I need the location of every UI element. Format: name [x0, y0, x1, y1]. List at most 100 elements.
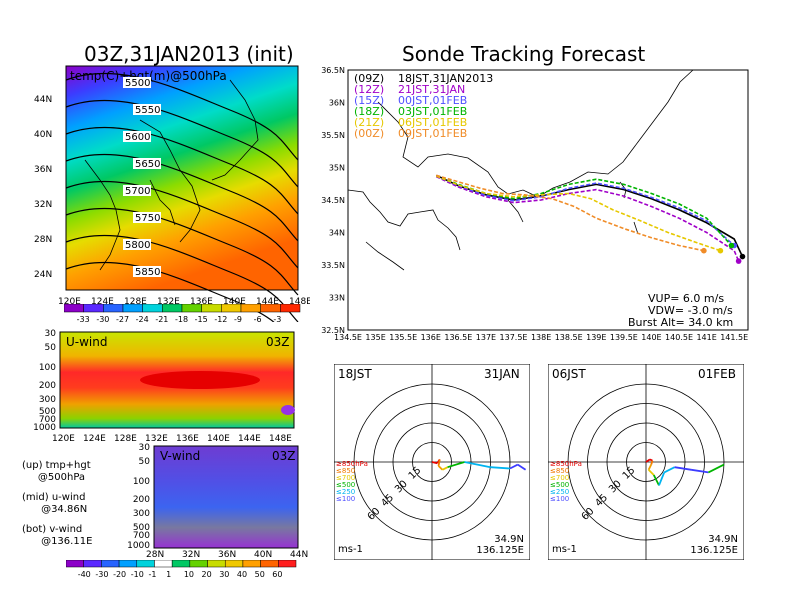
- hodo-segment: [464, 461, 491, 469]
- lon-tick: 136.5E: [444, 333, 472, 342]
- contour-label: 5650: [135, 159, 160, 170]
- hodo-level: ≤850: [550, 467, 569, 475]
- hodo-segment: [649, 458, 653, 462]
- legend-text: 21JST,31JAN: [398, 83, 465, 96]
- lon-tick: 148E: [269, 434, 292, 444]
- track-line: [436, 174, 705, 252]
- contour-line: [65, 99, 299, 188]
- colorbar-swatch: [154, 560, 173, 568]
- colorbar-label: 1: [166, 570, 171, 579]
- colorbar-swatch: [171, 560, 191, 568]
- hodo-segment: [437, 459, 441, 467]
- colorbar-swatch: [142, 304, 163, 313]
- lat-tick: 24N: [34, 270, 52, 280]
- colorbar-swatch: [136, 560, 155, 568]
- param-burst: Burst Alt= 34.0 km: [628, 316, 733, 329]
- colorbar-swatch: [260, 560, 279, 568]
- pressure-tick: 500: [39, 407, 56, 417]
- track-line: [435, 174, 744, 257]
- legend-tag: (09Z): [354, 72, 384, 85]
- lat-tick: 33N: [329, 294, 345, 303]
- lat-tick: 40N: [34, 130, 52, 140]
- temp-colorbar: -33 -30 -27 -24 -21 -18 -15 -12 -9 -6 -3: [64, 304, 301, 324]
- hodo-segment: [517, 463, 527, 471]
- colorbar-label: -24: [136, 315, 149, 324]
- hodo-segment: [663, 466, 676, 474]
- lon-tick: 136E: [176, 434, 199, 444]
- lon-tick: 134.5E: [334, 333, 362, 342]
- lat-tick: 36N: [218, 550, 236, 560]
- lon-tick: 135.5E: [389, 333, 417, 342]
- hodo-time: 18JST: [338, 367, 372, 381]
- lon-tick: 141.5E: [720, 333, 748, 342]
- colorbar-swatch: [162, 304, 183, 313]
- contour-label-bg: [123, 239, 151, 250]
- colorbar-swatch: [103, 304, 124, 313]
- colorbar-swatch: [280, 304, 301, 313]
- contour-line: [65, 72, 299, 161]
- hodo-segment: [658, 472, 666, 486]
- colorbar-swatch: [242, 560, 261, 568]
- colorbar-label: -9: [234, 315, 242, 324]
- colorbar-label: 60: [272, 570, 282, 579]
- colorbar-label: -27: [116, 315, 129, 324]
- lat-tick: 28N: [146, 550, 164, 560]
- contour-label: 5750: [135, 213, 160, 224]
- colorbar-label: -40: [78, 570, 91, 579]
- pressure-tick: 50: [139, 457, 151, 467]
- hodo-segment: [647, 469, 655, 476]
- hodo-date: 31JAN: [484, 367, 520, 381]
- colorbar-swatch: [189, 560, 208, 568]
- pressure-tick: 30: [139, 443, 151, 453]
- map-frame: [65, 65, 299, 291]
- lon-tick: 144E: [256, 297, 279, 307]
- hodo-level: ≤100: [550, 495, 569, 503]
- track-line: [435, 175, 740, 262]
- param-vup: VUP= 6.0 m/s: [648, 292, 724, 305]
- colorbar-label: 40: [237, 570, 247, 579]
- colorbar-swatch: [83, 560, 102, 568]
- hodo-level: ≤700: [336, 474, 355, 482]
- colorbar-swatch: [221, 304, 242, 313]
- colorbar-label: -10: [131, 570, 144, 579]
- pressure-tick: 1000: [127, 541, 150, 551]
- hodo-segment: [437, 465, 444, 471]
- temp-height-map: temp(C)+hgt(m)@500hPa 44N 40N 36N 32N 28N 24N…: [34, 65, 310, 322]
- colorbar-label: 10: [184, 570, 194, 579]
- colorbar-swatch: [64, 304, 84, 313]
- lon-tick: 137E: [476, 333, 496, 342]
- colorbar-label: -20: [113, 570, 126, 579]
- track-line: [435, 175, 733, 247]
- lon-tick: 140.5E: [665, 333, 693, 342]
- hodo-segment: [509, 463, 519, 470]
- contour-label-bg: [133, 212, 161, 223]
- hodo-level: ≤850: [336, 467, 355, 475]
- lon-tick: 138E: [531, 333, 551, 342]
- contour-line: [65, 153, 299, 242]
- colorbar-label: 50: [255, 570, 265, 579]
- legend-text: 03JST,01FEB: [398, 105, 467, 118]
- legend-text: 09JST,01FEB: [398, 127, 467, 140]
- map-label: temp(C)+hgt(m)@500hPa: [70, 69, 227, 83]
- pressure-tick: 500: [133, 523, 150, 533]
- legend-tag: (00Z): [354, 127, 384, 140]
- hodo-level: ≤100: [336, 495, 355, 503]
- colorbar-label: -1: [148, 570, 156, 579]
- hodo-segment: [441, 466, 449, 471]
- lon-tick: 140E: [207, 434, 230, 444]
- contour-line: [65, 126, 299, 215]
- legend-tag: (21Z): [354, 116, 384, 129]
- colorbar-swatch: [207, 560, 226, 568]
- contour-label-bg: [123, 185, 151, 196]
- hodo-unit: ms-1: [552, 544, 577, 555]
- track-line: [435, 175, 721, 252]
- lat-tick: 44N: [34, 95, 52, 105]
- hodo-level: ≤250: [550, 488, 569, 496]
- colorbar-swatch: [66, 560, 84, 568]
- lon-tick: 128E: [124, 297, 147, 307]
- map-title: 03Z,31JAN2013 (init): [84, 42, 294, 66]
- colorbar-swatch: [122, 304, 143, 313]
- lon-tick: 124E: [91, 297, 114, 307]
- colorbar-label: -18: [175, 315, 188, 324]
- hodo-lon: 136.125E: [690, 545, 738, 556]
